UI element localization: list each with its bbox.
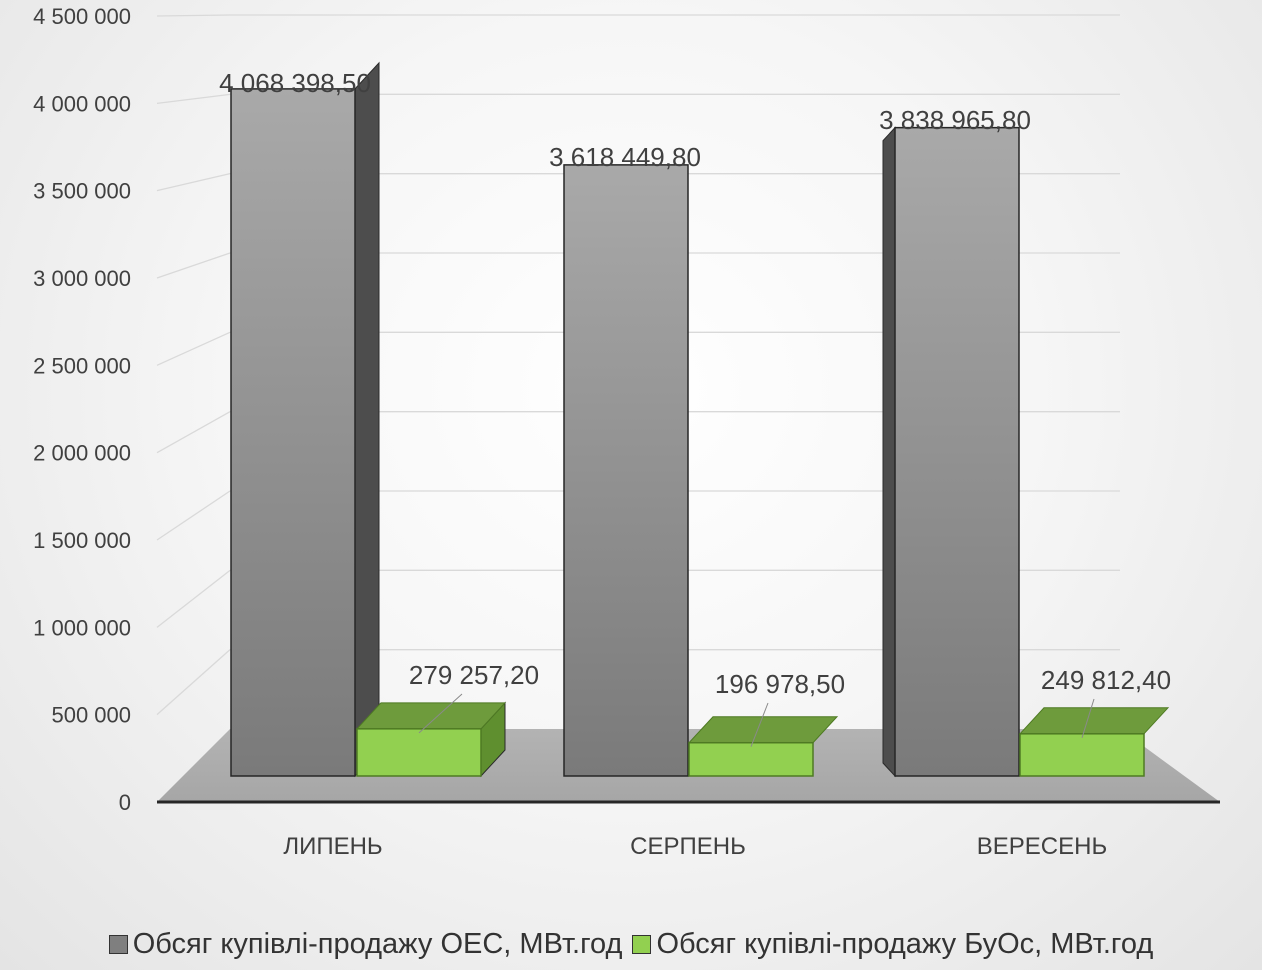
data-label-buos: 249 812,40 <box>1041 665 1171 695</box>
gridline-side <box>156 411 231 454</box>
y-tick-label: 3 500 000 <box>33 179 131 204</box>
y-tick-label: 0 <box>119 790 131 815</box>
gridline-side <box>156 14 231 17</box>
gridline-side <box>156 331 231 366</box>
x-tick-label: ЛИПЕНЬ <box>283 833 382 860</box>
legend: Обсяг купівлі-продажу ОЕС, МВт.год Обсяг… <box>0 928 1262 961</box>
data-label-oes: 3 618 449,80 <box>549 142 701 172</box>
bar-oes-2-front <box>894 126 1020 777</box>
bar-buos-1 <box>687 716 839 777</box>
legend-label-oes: Обсяг купівлі-продажу ОЕС, МВт.год <box>132 928 623 960</box>
y-tick-label: 3 000 000 <box>33 266 131 291</box>
y-tick-label: 2 000 000 <box>33 441 131 466</box>
bar-buos-2-top <box>1018 707 1170 735</box>
bar-oes-0-side <box>354 61 380 778</box>
gridline-side <box>156 569 231 628</box>
gridline-side <box>156 93 231 104</box>
x-tick-label: СЕРПЕНЬ <box>630 833 746 860</box>
data-label-buos: 279 257,20 <box>409 660 539 690</box>
legend-swatch-buos <box>632 935 652 954</box>
bar-buos-2-front <box>1019 733 1145 777</box>
gridline-side <box>156 173 231 192</box>
bar-oes-1 <box>563 164 689 777</box>
bar-buos-0-top <box>355 702 507 730</box>
leader-line <box>418 693 463 734</box>
bar-oes-2-side <box>882 126 896 778</box>
x-tick-label: ВЕРЕСЕНЬ <box>977 833 1107 860</box>
gridline-side <box>156 252 231 279</box>
bar-oes-0 <box>230 61 380 778</box>
data-label-oes: 4 068 398,50 <box>219 68 371 98</box>
y-tick-label: 4 000 000 <box>33 91 131 116</box>
bar-buos-1-top <box>687 716 839 744</box>
y-tick-label: 2 500 000 <box>33 353 131 378</box>
gridline-side <box>156 649 231 716</box>
legend-item-buos: Обсяг купівлі-продажу БуОс, МВт.год <box>632 928 1153 961</box>
y-tick-label: 4 500 000 <box>33 4 131 29</box>
bar-oes-1-front <box>563 164 689 777</box>
legend-item-oes: Обсяг купівлі-продажу ОЕС, МВт.год <box>108 928 623 961</box>
gridline-side <box>156 490 231 541</box>
y-tick-label: 500 000 <box>51 703 131 728</box>
y-tick-label: 1 500 000 <box>33 528 131 553</box>
bar-buos-0 <box>355 701 507 778</box>
data-label-buos: 196 978,50 <box>715 669 845 699</box>
legend-label-buos: Обсяг купівлі-продажу БуОс, МВт.год <box>656 928 1154 960</box>
data-label-oes: 3 838 965,80 <box>879 105 1031 135</box>
bar-buos-2 <box>1018 707 1170 777</box>
bar-buos-1-front <box>688 741 814 777</box>
y-tick-label: 1 000 000 <box>33 615 131 640</box>
bar-buos-0-front <box>356 728 482 777</box>
leader-line <box>750 702 769 747</box>
bar-oes-2 <box>882 126 1020 778</box>
leader-line <box>1081 698 1095 738</box>
bar-oes-0-front <box>230 88 356 777</box>
legend-swatch-oes <box>108 935 128 954</box>
